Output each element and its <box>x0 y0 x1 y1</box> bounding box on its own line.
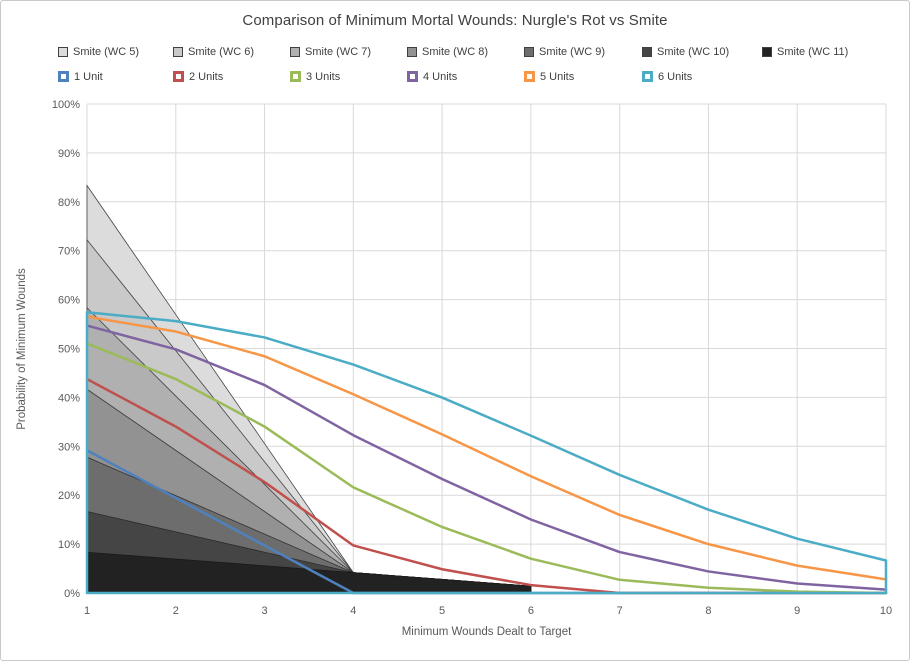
y-tick-label: 20% <box>58 490 80 502</box>
x-tick-label: 10 <box>880 605 892 617</box>
x-tick-label: 3 <box>261 605 267 617</box>
legend-swatch-smite-wc-10 <box>642 46 652 57</box>
legend-swatch-smite-wc-5 <box>58 46 68 57</box>
y-tick-label: 30% <box>58 441 80 453</box>
legend-label: Smite (WC 11) <box>777 45 849 58</box>
legend-item-smite-wc-6[interactable]: Smite (WC 6) <box>173 44 254 59</box>
legend-swatch-3-units <box>290 71 301 82</box>
legend-label: Smite (WC 6) <box>188 45 254 58</box>
legend-swatch-smite-wc-8 <box>407 46 417 57</box>
legend-swatch-1-unit <box>58 71 69 82</box>
legend-item-4-units[interactable]: 4 Units <box>407 69 457 84</box>
legend-label: Smite (WC 10) <box>657 45 730 58</box>
x-tick-label: 8 <box>705 605 711 617</box>
legend-item-smite-wc-11[interactable]: Smite (WC 11) <box>762 44 848 59</box>
legend-label: Smite (WC 7) <box>305 45 371 58</box>
line-3-units <box>85 342 888 595</box>
chart-title: Comparison of Minimum Mortal Wounds: Nur… <box>242 12 668 29</box>
legend-label: 4 Units <box>423 70 458 83</box>
legend-swatch-smite-wc-6 <box>173 46 183 57</box>
y-tick-label: 10% <box>58 539 80 551</box>
x-tick-label: 5 <box>439 605 445 617</box>
line-4-units <box>85 324 888 591</box>
x-tick-label: 6 <box>528 605 534 617</box>
y-tick-label: 70% <box>58 246 80 258</box>
legend-swatch-5-units <box>524 71 535 82</box>
legend-item-smite-wc-8[interactable]: Smite (WC 8) <box>407 44 488 59</box>
legend-item-5-units[interactable]: 5 Units <box>524 69 574 84</box>
legend-item-smite-wc-7[interactable]: Smite (WC 7) <box>290 44 371 59</box>
legend-label: 3 Units <box>306 70 341 83</box>
y-tick-label: 100% <box>52 99 80 111</box>
legend-label: 6 Units <box>658 70 693 83</box>
legend-label: 2 Units <box>189 70 224 83</box>
legend-swatch-2-units <box>173 71 184 82</box>
legend-swatch-6-units <box>642 71 653 82</box>
x-axis-title: Minimum Wounds Dealt to Target <box>401 626 572 638</box>
y-tick-label: 40% <box>58 392 80 404</box>
outline-6-units <box>85 310 888 595</box>
legend-item-2-units[interactable]: 2 Units <box>173 69 223 84</box>
line-5-units <box>85 315 888 581</box>
y-tick-label: 50% <box>58 344 80 356</box>
legend-row-units: 1 Unit 2 Units 3 Units 4 Units 5 Units 6 Unit… <box>1 69 909 84</box>
y-tick-label: 90% <box>58 148 80 160</box>
legend-label: Smite (WC 5) <box>73 45 139 58</box>
legend-label: 5 Units <box>540 70 575 83</box>
y-axis-title: Probability of Minimum Wounds <box>16 268 28 430</box>
legend-label: Smite (WC 9) <box>539 45 605 58</box>
legend-item-smite-wc-5[interactable]: Smite (WC 5) <box>58 44 139 59</box>
legend-row-smite: Smite (WC 5) Smite (WC 6) Smite (WC 7) Smit… <box>1 44 909 59</box>
legend-item-6-units[interactable]: 6 Units <box>642 69 692 84</box>
legend-swatch-smite-wc-9 <box>524 46 534 57</box>
legend-label: 1 Unit <box>74 70 103 83</box>
y-tick-label: 0% <box>64 588 80 600</box>
x-tick-label: 7 <box>617 605 623 617</box>
legend-swatch-smite-wc-7 <box>290 46 300 57</box>
legend-item-3-units[interactable]: 3 Units <box>290 69 340 84</box>
legend-item-smite-wc-10[interactable]: Smite (WC 10) <box>642 44 729 59</box>
legend-item-1-unit[interactable]: 1 Unit <box>58 69 103 84</box>
legend-swatch-4-units <box>407 71 418 82</box>
x-tick-label: 9 <box>794 605 800 617</box>
legend-swatch-smite-wc-11 <box>762 46 772 57</box>
x-tick-label: 2 <box>173 605 179 617</box>
x-tick-label: 4 <box>350 605 356 617</box>
x-tick-label: 1 <box>84 605 90 617</box>
y-tick-label: 80% <box>58 197 80 209</box>
legend-item-smite-wc-9[interactable]: Smite (WC 9) <box>524 44 605 59</box>
y-tick-label: 60% <box>58 295 80 307</box>
legend-label: Smite (WC 8) <box>422 45 488 58</box>
